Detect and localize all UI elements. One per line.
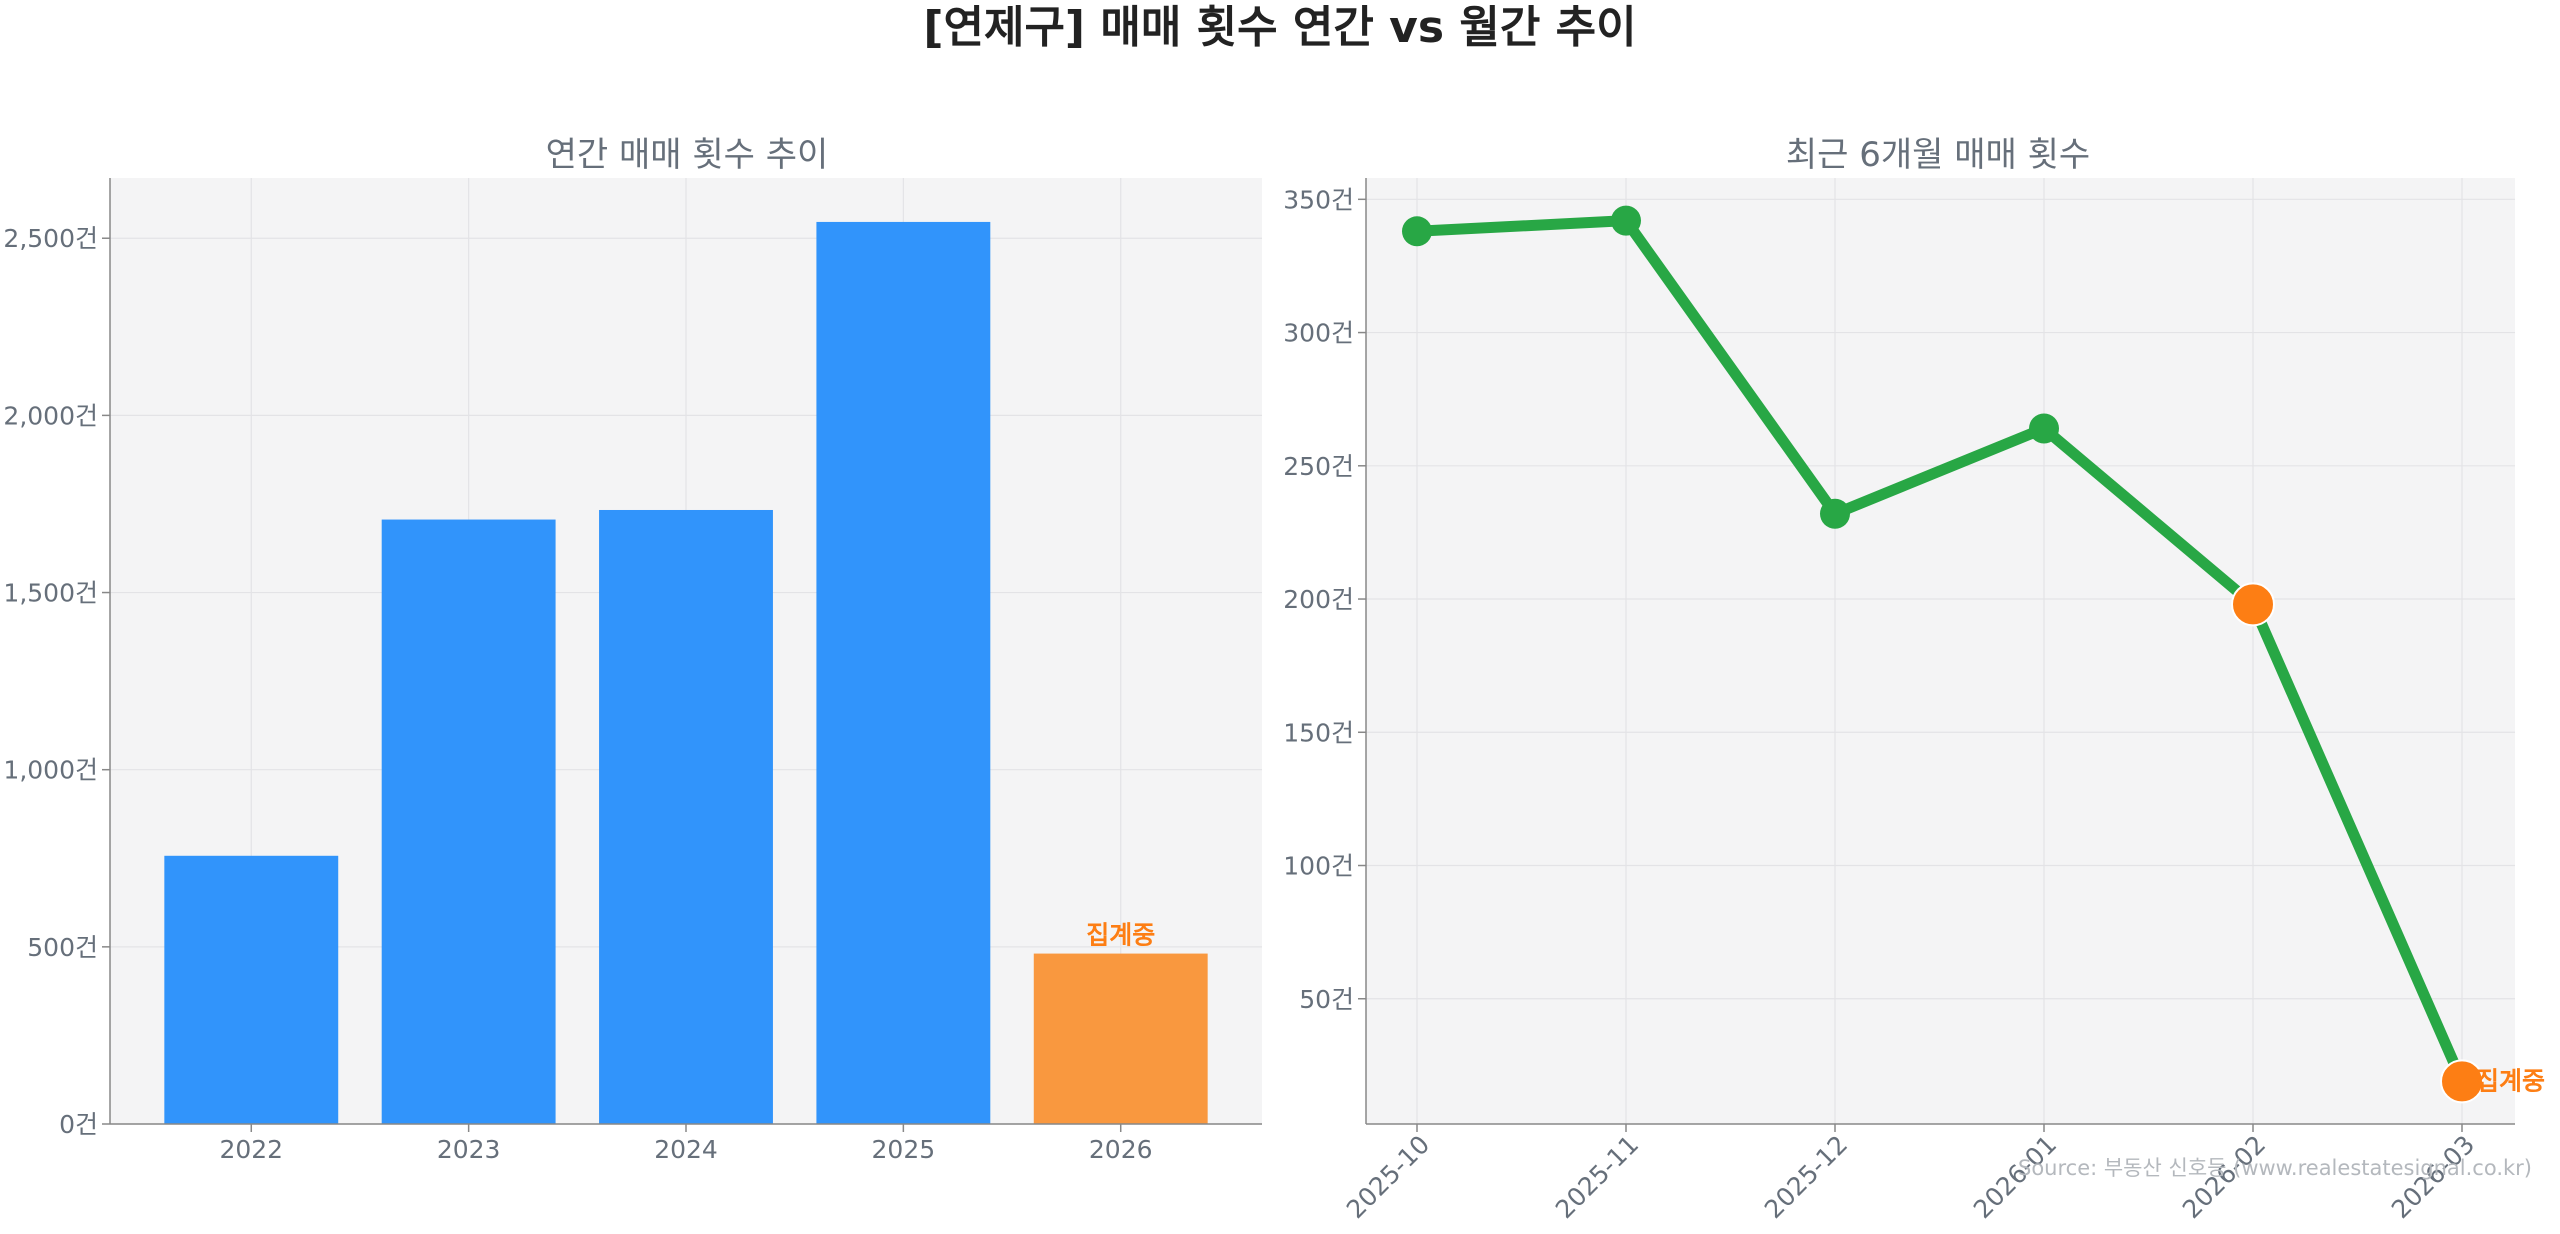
monthly-chart-title: 최근 6개월 매매 횟수 [1786, 135, 2090, 175]
annual-y-tick-label: 2,500건 [3, 224, 98, 253]
annual-y-tick-label: 0건 [59, 1110, 98, 1139]
monthly-y-tick-label: 350건 [1283, 185, 1354, 214]
monthly-point-2025-11 [1611, 205, 1641, 236]
annual-incomplete-annotation: 집계중 [1086, 921, 1155, 950]
monthly-plot-area [1366, 178, 2515, 1124]
annual-x-tick-label: 2025 [872, 1135, 936, 1164]
annual-bar-2025 [816, 221, 991, 1124]
annual-bar-2022 [164, 855, 339, 1124]
annual-chart-title: 연간 매매 횟수 추이 [546, 135, 829, 175]
source-caption: Source: 부동산 신호등 (www.realestatesignal.co… [2018, 1156, 2532, 1180]
monthly-y-tick-label: 300건 [1283, 319, 1354, 348]
monthly-y-tick-label: 200건 [1283, 585, 1354, 614]
monthly-y-tick-label: 150건 [1283, 718, 1354, 747]
monthly-trade-line-chart: 최근 6개월 매매 횟수 50건 100건 150건 200건 250건 300건 350건… [1283, 135, 2545, 1224]
monthly-y-tick-label: 100건 [1283, 852, 1354, 881]
annual-x-tick-label: 2023 [437, 1135, 501, 1164]
figure-title: [연제구] 매매 횟수 연간 vs 월간 추이 [923, 2, 1636, 53]
annual-trade-bar-chart: 연간 매매 횟수 추이 0건 500건 1,000건 1,500건 2,000건 2,50… [3, 135, 1262, 1164]
monthly-y-tick-label: 250건 [1283, 452, 1354, 481]
monthly-point-2025-10 [1402, 216, 1432, 247]
annual-y-tick-label: 2,000건 [3, 401, 98, 430]
annual-bar-2026 [1033, 953, 1208, 1124]
annual-y-tick-label: 500건 [27, 933, 98, 962]
monthly-series-line [1411, 215, 2468, 1087]
monthly-x-tick-label: 2025-12 [1759, 1130, 1853, 1224]
monthly-point-2026-01 [2029, 413, 2059, 444]
annual-bar-2023 [381, 519, 556, 1124]
monthly-x-tick-label: 2025-11 [1550, 1130, 1644, 1224]
annual-y-tick-label: 1,500건 [3, 579, 98, 608]
annual-x-tick-label: 2026 [1089, 1135, 1153, 1164]
annual-x-tick-label: 2022 [219, 1135, 283, 1164]
annual-bar-2024 [599, 509, 773, 1124]
monthly-point-2026-02 [2231, 582, 2275, 627]
monthly-incomplete-annotation: 집계중 [2476, 1066, 2545, 1095]
annual-y-tick-label: 1,000건 [3, 756, 98, 785]
monthly-x-tick-label: 2025-10 [1341, 1130, 1435, 1224]
monthly-y-tick-label: 50건 [1299, 985, 1354, 1014]
monthly-point-2025-12 [1820, 498, 1850, 529]
annual-x-tick-label: 2024 [654, 1135, 718, 1164]
monthly-point-2026-03 [2440, 1059, 2484, 1104]
